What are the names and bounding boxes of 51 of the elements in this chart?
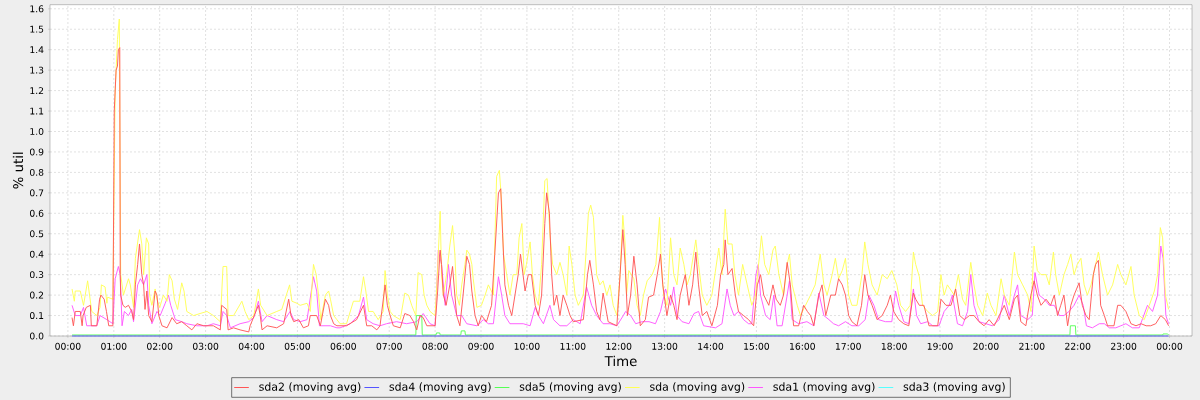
x-tick-label: 02:00 (147, 342, 173, 350)
legend-label: sda3 (moving avg) (903, 382, 1005, 393)
x-tick-label: 13:00 (652, 342, 678, 350)
y-tick-label: 0.8 (29, 168, 44, 176)
y-tick-label: 0.4 (29, 250, 44, 258)
x-tick-label: 22:00 (1065, 342, 1091, 350)
x-tick-label: 21:00 (1019, 342, 1045, 350)
x-tick-label: 06:00 (330, 342, 356, 350)
y-tick-label: 1.4 (30, 46, 44, 54)
y-tick-label: 1.1 (30, 107, 44, 115)
y-tick-label: 0.7 (29, 189, 44, 197)
x-tick-label: 00:00 (55, 342, 81, 350)
x-tick-label: 17:00 (835, 342, 861, 350)
x-tick-label: 23:00 (1111, 342, 1137, 350)
y-tick-label: 1.5 (30, 25, 44, 33)
y-tick-label: 1.0 (30, 128, 44, 135)
y-tick-label: 0.0 (29, 332, 44, 340)
x-tick-label: 03:00 (192, 342, 219, 350)
x-tick-label: 11:00 (560, 342, 586, 350)
x-tick-label: 10:00 (514, 342, 540, 350)
x-tick-label: 00:00 (1156, 342, 1183, 350)
x-tick-label: 18:00 (881, 342, 907, 350)
x-tick-label: 09:00 (468, 342, 494, 350)
y-tick-label: 0.6 (29, 209, 44, 217)
x-tick-label: 04:00 (238, 342, 265, 350)
legend-label: sda5 (moving avg) (519, 382, 621, 393)
x-tick-label: 05:00 (284, 342, 311, 350)
x-tick-label: 08:00 (422, 342, 448, 350)
x-tick-label: 19:00 (927, 342, 953, 350)
y-tick-label: 1.2 (30, 87, 44, 95)
y-tick-label: 0.9 (29, 148, 44, 156)
x-tick-label: 16:00 (790, 342, 815, 350)
y-tick-label: 0.5 (29, 230, 44, 238)
legend-label: sda4 (moving avg) (389, 382, 491, 393)
x-axis-title: Time (604, 355, 637, 367)
y-tick-label: 0.3 (29, 271, 44, 279)
line-series (71, 315, 1170, 336)
legend-label: sda2 (moving avg) (259, 382, 361, 393)
y-tick-label: 0.1 (29, 312, 44, 320)
y-axis-title: % util (12, 152, 24, 189)
y-tick-label: 0.2 (29, 291, 44, 299)
legend-label: sda1 (moving avg) (773, 382, 875, 393)
x-tick-label: 15:00 (744, 342, 770, 350)
x-tick-label: 01:00 (101, 342, 127, 350)
x-tick-label: 12:00 (606, 342, 632, 350)
legend-label: sda (moving avg) (650, 382, 745, 393)
x-tick-label: 14:00 (698, 342, 724, 350)
x-tick-label: 20:00 (973, 342, 999, 350)
y-tick-label: 1.3 (30, 66, 44, 74)
x-tick-label: 07:00 (376, 342, 402, 350)
y-tick-label: 1.6 (30, 5, 44, 13)
